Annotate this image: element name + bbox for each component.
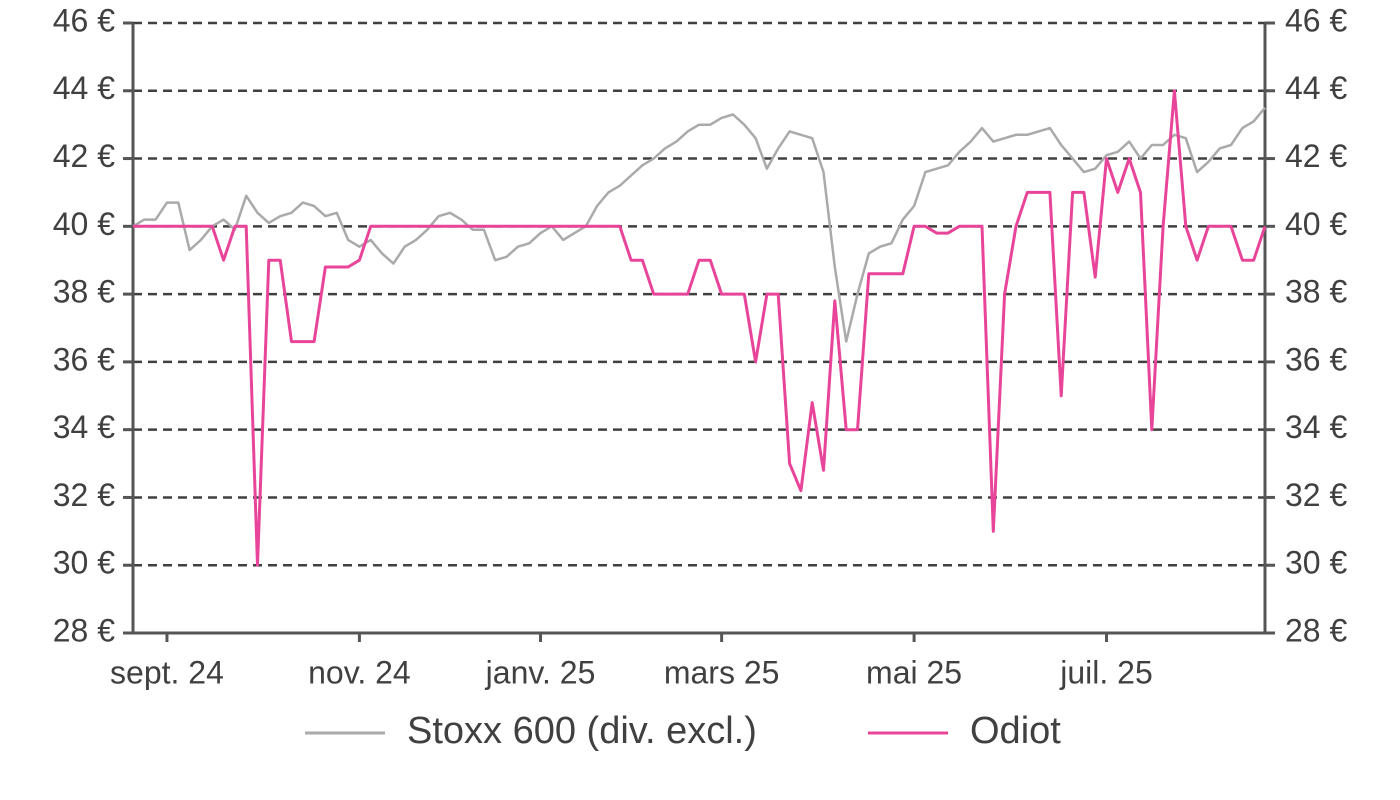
x-tick-label: sept. 24 — [110, 654, 224, 690]
y2-tick-label: 42 € — [1285, 138, 1347, 174]
y-tick-label: 44 € — [53, 70, 115, 106]
y-tick-label: 42 € — [53, 138, 115, 174]
y-tick-label: 36 € — [53, 341, 115, 377]
legend-label: Odiot — [970, 710, 1061, 752]
series-line — [132, 106, 1266, 343]
y-tick-label: 34 € — [53, 409, 115, 445]
y2-tick-label: 36 € — [1285, 341, 1347, 377]
y2-tick-label: 30 € — [1285, 545, 1347, 581]
series-line — [133, 89, 1267, 567]
y-tick-label: 32 € — [53, 477, 115, 513]
y-tick-label: 30 € — [53, 545, 115, 581]
y2-tick-label: 32 € — [1285, 477, 1347, 513]
y2-tick-label: 44 € — [1285, 70, 1347, 106]
x-tick-label: mai 25 — [866, 654, 962, 690]
y2-tick-label: 38 € — [1285, 274, 1347, 310]
y-tick-label: 40 € — [53, 206, 115, 242]
x-tick-label: mars 25 — [664, 654, 780, 690]
y2-tick-label: 28 € — [1285, 612, 1347, 648]
y-tick-label: 38 € — [53, 274, 115, 310]
y2-tick-label: 34 € — [1285, 409, 1347, 445]
y-tick-label: 28 € — [53, 612, 115, 648]
y-tick-label: 46 € — [53, 2, 115, 38]
x-tick-label: nov. 24 — [308, 654, 411, 690]
x-tick-label: juil. 25 — [1059, 654, 1153, 690]
legend-label: Stoxx 600 (div. excl.) — [407, 710, 757, 752]
y2-tick-label: 40 € — [1285, 206, 1347, 242]
y2-tick-label: 46 € — [1285, 2, 1347, 38]
x-tick-label: janv. 25 — [485, 654, 596, 690]
